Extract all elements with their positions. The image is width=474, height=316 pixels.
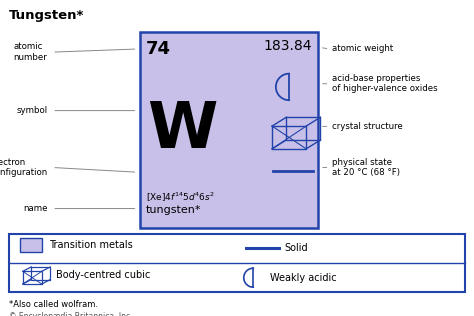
Text: © Encyclopædia Britannica, Inc.: © Encyclopædia Britannica, Inc. [9, 312, 132, 316]
Text: name: name [23, 204, 47, 213]
Text: atomic weight: atomic weight [332, 45, 393, 53]
Text: Body-centred cubic: Body-centred cubic [56, 270, 150, 281]
Text: *Also called wolfram.: *Also called wolfram. [9, 300, 98, 309]
Text: tungsten*: tungsten* [146, 205, 201, 216]
Text: 74: 74 [146, 40, 171, 58]
Text: physical state
at 20 °C (68 °F): physical state at 20 °C (68 °F) [332, 158, 400, 177]
Text: acid-base properties
of higher-valence oxides: acid-base properties of higher-valence o… [332, 74, 438, 94]
Text: W: W [147, 99, 218, 161]
Text: 183.84: 183.84 [264, 40, 312, 53]
Bar [20, 238, 42, 252]
Text: crystal structure: crystal structure [332, 122, 402, 131]
Text: [Xe]4$f^{14}$5$d^4$6$s^2$: [Xe]4$f^{14}$5$d^4$6$s^2$ [146, 191, 215, 204]
Text: Weakly acidic: Weakly acidic [270, 273, 337, 283]
Text: Transition metals: Transition metals [49, 240, 133, 250]
Text: symbol: symbol [16, 106, 47, 115]
FancyBboxPatch shape [140, 32, 318, 228]
Text: electron
configuration: electron configuration [0, 158, 47, 177]
Text: atomic
number: atomic number [14, 42, 47, 62]
FancyBboxPatch shape [9, 234, 465, 292]
Text: Solid: Solid [284, 243, 308, 253]
Text: Tungsten*: Tungsten* [9, 9, 84, 22]
